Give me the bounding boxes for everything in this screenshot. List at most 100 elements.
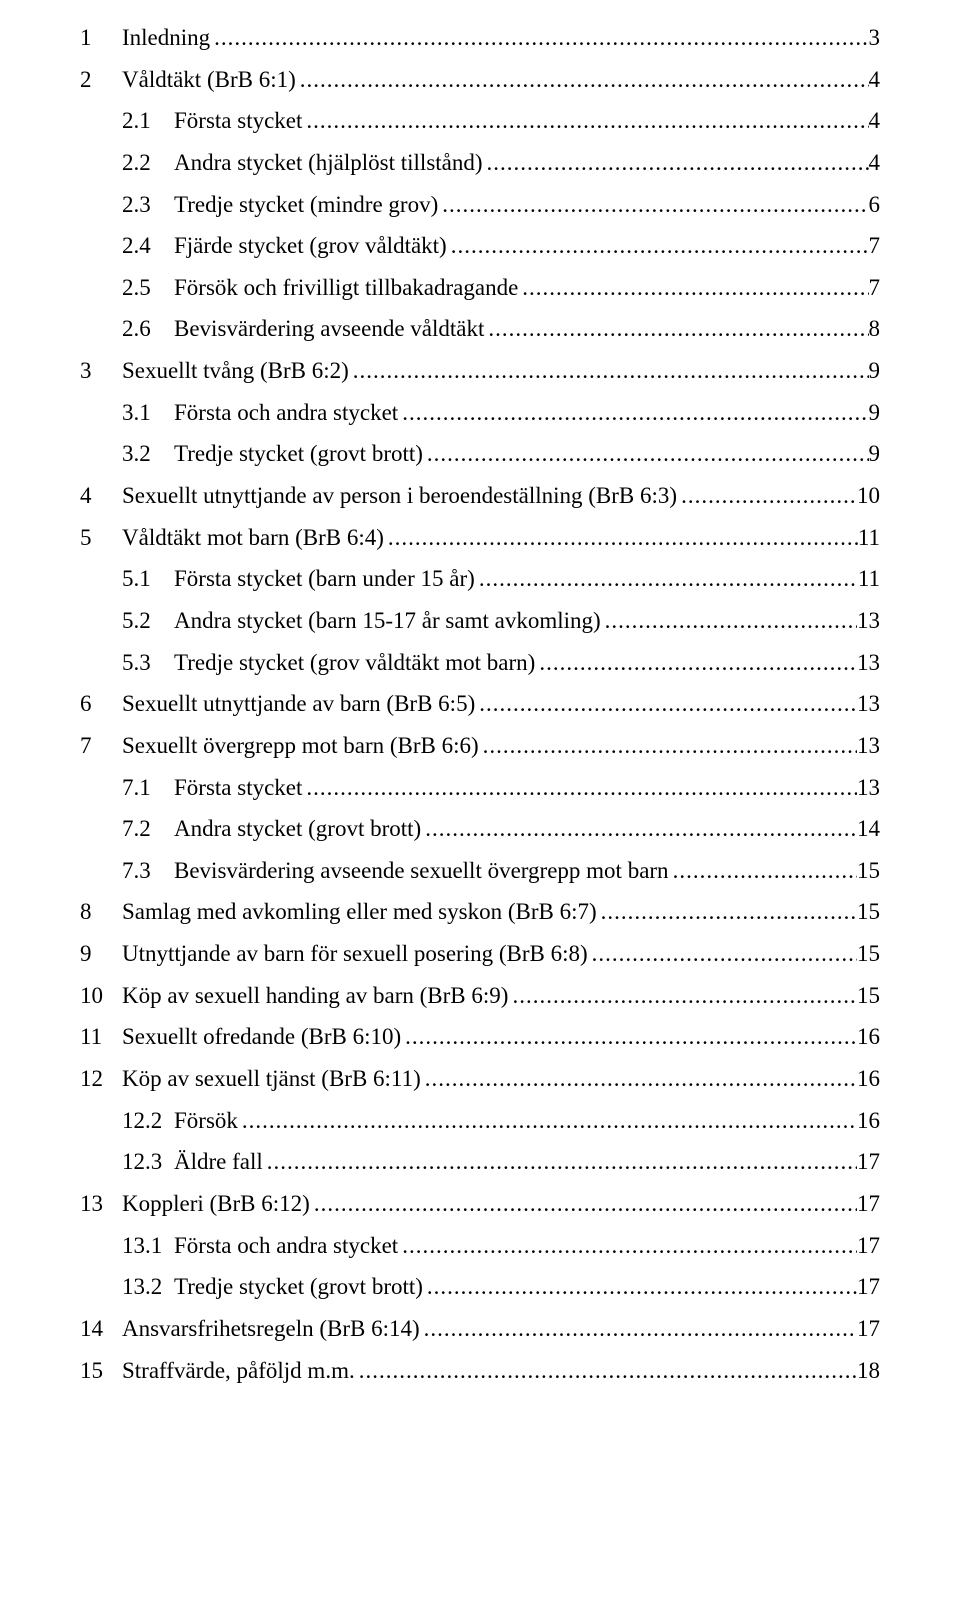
toc-entry-title: Tredje stycket (mindre grov)	[174, 187, 438, 223]
toc-entry-number: 8	[80, 894, 122, 930]
toc-entry: 12.2Försök16	[80, 1103, 880, 1139]
toc-entry-number: 2.3	[122, 187, 174, 223]
toc-entry-page: 4	[869, 145, 881, 181]
toc-leader-dots	[475, 686, 857, 722]
toc-leader-dots	[601, 603, 857, 639]
toc-entry-title: Försök och frivilligt tillbakadragande	[174, 270, 518, 306]
toc-entry: 11Sexuellt ofredande (BrB 6:10)16	[80, 1019, 880, 1055]
toc-leader-dots	[355, 1353, 857, 1389]
toc-entry-page: 17	[857, 1228, 880, 1264]
toc-entry-title: Sexuellt utnyttjande av barn (BrB 6:5)	[122, 686, 475, 722]
toc-entry-title: Våldtäkt (BrB 6:1)	[122, 62, 296, 98]
toc-entry-page: 17	[857, 1144, 880, 1180]
toc-entry-page: 15	[857, 978, 880, 1014]
toc-leader-dots	[483, 145, 869, 181]
toc-leader-dots	[677, 478, 857, 514]
toc-entry-title: Ansvarsfrihetsregeln (BrB 6:14)	[122, 1311, 420, 1347]
toc-entry: 2.5Försök och frivilligt tillbakadragand…	[80, 270, 880, 306]
toc-entry-page: 13	[857, 645, 880, 681]
toc-entry-page: 17	[857, 1269, 880, 1305]
toc-entry: 12Köp av sexuell tjänst (BrB 6:11)16	[80, 1061, 880, 1097]
toc-entry-title: Sexuellt ofredande (BrB 6:10)	[122, 1019, 401, 1055]
toc-entry: 2.4Fjärde stycket (grov våldtäkt)7	[80, 228, 880, 264]
toc-entry-page: 13	[857, 603, 880, 639]
toc-entry-page: 9	[869, 436, 881, 472]
toc-entry-title: Första stycket (barn under 15 år)	[174, 561, 475, 597]
toc-entry-number: 3.2	[122, 436, 174, 472]
toc-entry-title: Första stycket	[174, 770, 302, 806]
toc-leader-dots	[475, 561, 858, 597]
toc-entry-page: 7	[869, 228, 881, 264]
toc-entry-title: Köp av sexuell handing av barn (BrB 6:9)	[122, 978, 508, 1014]
toc-entry-title: Våldtäkt mot barn (BrB 6:4)	[122, 520, 384, 556]
toc-entry-page: 17	[857, 1311, 880, 1347]
toc-entry-number: 9	[80, 936, 122, 972]
toc-entry-title: Äldre fall	[174, 1144, 263, 1180]
toc-entry-title: Andra stycket (barn 15-17 år samt avkoml…	[174, 603, 601, 639]
toc-entry-number: 7	[80, 728, 122, 764]
toc-leader-dots	[263, 1144, 857, 1180]
toc-entry-page: 8	[869, 311, 881, 347]
toc-entry: 13Koppleri (BrB 6:12)17	[80, 1186, 880, 1222]
toc-entry-number: 7.3	[122, 853, 174, 889]
toc-entry-title: Straffvärde, påföljd m.m.	[122, 1353, 355, 1389]
toc-entry: 3.1Första och andra stycket9	[80, 395, 880, 431]
toc-entry: 7Sexuellt övergrepp mot barn (BrB 6:6) 13	[80, 728, 880, 764]
toc-entry: 2Våldtäkt (BrB 6:1)4	[80, 62, 880, 98]
toc-leader-dots	[669, 853, 857, 889]
toc-entry-number: 5.2	[122, 603, 174, 639]
toc-entry: 15Straffvärde, påföljd m.m.18	[80, 1353, 880, 1389]
toc-entry-number: 3.1	[122, 395, 174, 431]
toc-leader-dots	[479, 728, 857, 764]
toc-leader-dots	[535, 645, 857, 681]
toc-entry-number: 6	[80, 686, 122, 722]
toc-entry-title: Sexuellt utnyttjande av person i beroend…	[122, 478, 677, 514]
toc-entry-title: Koppleri (BrB 6:12)	[122, 1186, 310, 1222]
toc-entry-title: Andra stycket (grovt brott)	[174, 811, 421, 847]
toc-entry-number: 5.3	[122, 645, 174, 681]
toc-entry: 9Utnyttjande av barn för sexuell poserin…	[80, 936, 880, 972]
toc-entry: 2.1Första stycket4	[80, 103, 880, 139]
toc-entry-page: 14	[857, 811, 880, 847]
toc-entry-number: 2.5	[122, 270, 174, 306]
toc-entry-title: Bevisvärdering avseende våldtäkt	[174, 311, 484, 347]
toc-entry: 3.2Tredje stycket (grovt brott)9	[80, 436, 880, 472]
toc-entry-number: 2.6	[122, 311, 174, 347]
toc-entry-page: 13	[857, 686, 880, 722]
toc-entry: 5.2Andra stycket (barn 15-17 år samt avk…	[80, 603, 880, 639]
toc-entry-title: Fjärde stycket (grov våldtäkt)	[174, 228, 447, 264]
toc-leader-dots	[447, 228, 869, 264]
toc-leader-dots	[296, 62, 869, 98]
toc-entry-title: Andra stycket (hjälplöst tillstånd)	[174, 145, 483, 181]
toc-leader-dots	[421, 811, 857, 847]
toc-entry-number: 7.1	[122, 770, 174, 806]
toc-entry-page: 4	[869, 103, 881, 139]
toc-leader-dots	[398, 395, 868, 431]
toc-leader-dots	[508, 978, 857, 1014]
toc-entry: 6Sexuellt utnyttjande av barn (BrB 6:5) 1…	[80, 686, 880, 722]
toc-entry-page: 15	[857, 894, 880, 930]
toc-entry-title: Bevisvärdering avseende sexuellt övergre…	[174, 853, 669, 889]
toc-leader-dots	[438, 187, 868, 223]
toc-leader-dots	[423, 1269, 857, 1305]
toc-entry-page: 13	[857, 770, 880, 806]
toc-entry-title: Sexuellt övergrepp mot barn (BrB 6:6)	[122, 728, 479, 764]
toc-entry: 5Våldtäkt mot barn (BrB 6:4)11	[80, 520, 880, 556]
toc-entry: 13.2Tredje stycket (grovt brott)17	[80, 1269, 880, 1305]
toc-entry-title: Sexuellt tvång (BrB 6:2)	[122, 353, 349, 389]
toc-entry-title: Inledning	[122, 20, 210, 56]
toc-entry: 7.1Första stycket 13	[80, 770, 880, 806]
toc-entry-page: 17	[857, 1186, 880, 1222]
toc-leader-dots	[421, 1061, 857, 1097]
toc-entry-number: 15	[80, 1353, 122, 1389]
toc-entry: 14Ansvarsfrihetsregeln (BrB 6:14)17	[80, 1311, 880, 1347]
toc-entry: 2.3Tredje stycket (mindre grov)6	[80, 187, 880, 223]
toc-entry: 8Samlag med avkomling eller med syskon (…	[80, 894, 880, 930]
toc-entry-number: 12	[80, 1061, 122, 1097]
toc-leader-dots	[401, 1019, 857, 1055]
toc-entry-page: 11	[858, 561, 880, 597]
toc-entry-page: 16	[857, 1103, 880, 1139]
toc-entry: 5.3Tredje stycket (grov våldtäkt mot bar…	[80, 645, 880, 681]
toc-entry-page: 16	[857, 1061, 880, 1097]
toc-entry-page: 13	[857, 728, 880, 764]
